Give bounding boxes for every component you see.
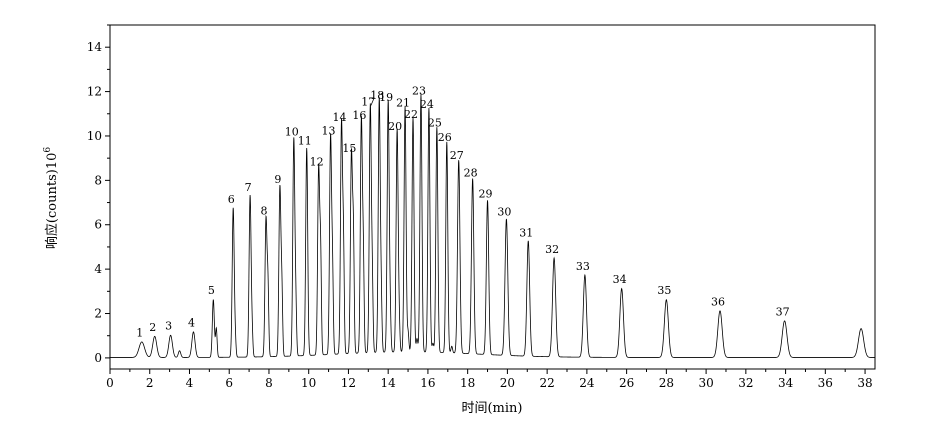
peak-label: 21 (396, 97, 410, 110)
peak-label: 16 (352, 109, 366, 122)
x-tick-label: 12 (341, 376, 356, 390)
peak-label: 18 (370, 89, 384, 102)
x-tick-label: 14 (381, 376, 397, 390)
peak-labels: 1 2 3 4567891011121314151617181920212223242… (136, 84, 789, 339)
x-tick-label: 16 (420, 376, 435, 390)
peak-label: 33 (576, 260, 590, 273)
x-tick-label: 18 (460, 376, 475, 390)
x-tick-label: 34 (778, 376, 794, 390)
peak-label: 26 (438, 131, 452, 144)
x-tick-label: 0 (106, 376, 114, 390)
peak-label: 13 (322, 124, 336, 137)
y-axis-label-exponent: 6 (43, 147, 53, 153)
peak-label: 5 (208, 284, 215, 297)
peak-label: 2 (149, 321, 156, 334)
x-tick-label: 4 (186, 376, 194, 390)
peak-label: 23 (412, 84, 426, 97)
peak-label: 34 (613, 273, 627, 286)
x-axis: 0 2 4 6 8 10 12 14 16 18 20 22 24 26 28 30 32 34 36 38 (106, 369, 873, 390)
x-axis-label: 时间(min) (461, 401, 522, 416)
y-tick-label: 4 (94, 262, 102, 276)
peak-label: 24 (420, 98, 434, 111)
peak-label: 17 (361, 96, 375, 109)
peak-label: 6 (228, 193, 235, 206)
chromatogram-trace (110, 94, 875, 358)
peak-label: 12 (310, 155, 324, 168)
x-tick-label: 38 (857, 376, 872, 390)
peak-label: 11 (298, 134, 312, 147)
y-tick-label: 6 (94, 218, 102, 232)
y-tick-label: 12 (87, 85, 102, 99)
y-tick-label: 10 (87, 129, 102, 143)
peak-label: 25 (428, 117, 442, 130)
peak-label: 15 (342, 142, 356, 155)
peak-label: 22 (404, 108, 418, 121)
peak-label: 1 (136, 326, 143, 339)
y-axis-label-text: 响应(counts)10 (44, 153, 60, 249)
peak-label: 9 (274, 173, 281, 186)
peak-label: 7 (245, 181, 252, 194)
x-tick-label: 10 (301, 376, 316, 390)
y-tick-label: 8 (94, 173, 102, 187)
x-tick-label: 32 (738, 376, 753, 390)
peak-label: 3 (165, 320, 172, 333)
x-tick-label: 22 (540, 376, 555, 390)
peak-label: 8 (260, 204, 267, 217)
peak-label: 30 (497, 205, 511, 218)
plot-frame (109, 24, 876, 370)
peak-label: 27 (450, 149, 464, 162)
y-tick-label: 2 (94, 307, 102, 321)
y-axis: 0 2 4 6 8 10 12 14 (87, 24, 110, 365)
x-tick-label: 2 (146, 376, 154, 390)
peak-label: 36 (711, 295, 725, 308)
x-tick-label: 24 (579, 376, 595, 390)
peak-label: 4 (188, 316, 195, 329)
peak-label: 20 (388, 120, 402, 133)
peak-label: 14 (332, 111, 346, 124)
peak-label: 29 (479, 188, 493, 201)
peak-label: 28 (464, 167, 478, 180)
x-tick-label: 6 (225, 376, 233, 390)
peak-label: 10 (285, 126, 299, 139)
x-tick-label: 26 (619, 376, 634, 390)
y-axis-label: 响应(counts)106 (43, 147, 60, 249)
plot-area (109, 24, 876, 370)
y-tick-label: 14 (87, 40, 103, 54)
x-tick-label: 36 (818, 376, 833, 390)
x-tick-label: 8 (265, 376, 273, 390)
y-tick-label: 0 (94, 351, 102, 365)
peak-label: 31 (519, 226, 533, 239)
x-tick-label: 28 (659, 376, 674, 390)
peak-label: 19 (379, 91, 393, 104)
x-tick-label: 30 (698, 376, 713, 390)
x-tick-label: 20 (500, 376, 515, 390)
peak-label: 37 (776, 305, 790, 318)
peak-label: 35 (657, 284, 671, 297)
peak-label: 32 (545, 243, 559, 256)
